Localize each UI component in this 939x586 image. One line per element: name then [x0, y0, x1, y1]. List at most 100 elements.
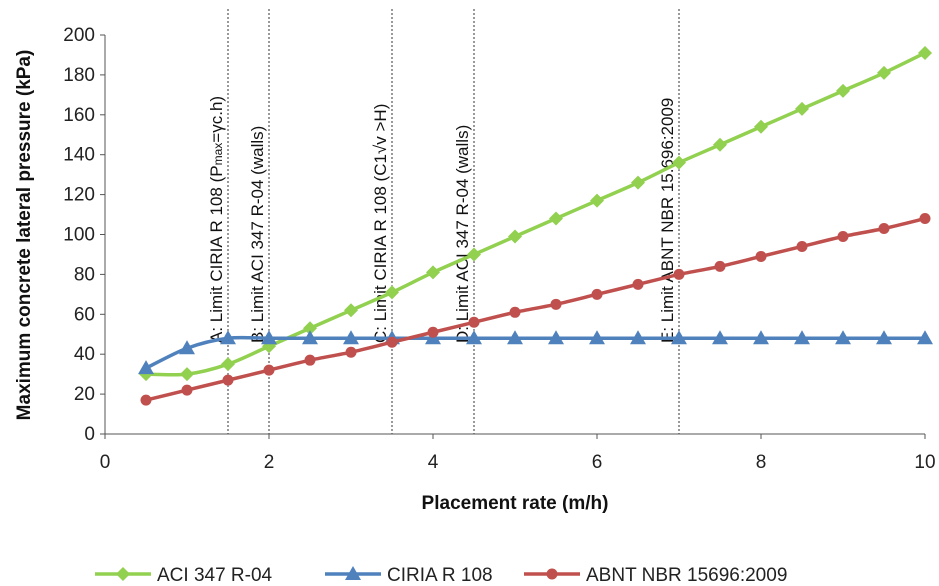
data-point [220, 330, 236, 345]
data-point [589, 330, 605, 345]
data-point [590, 193, 604, 208]
data-point [222, 374, 234, 386]
annotation-label-main: A: Limit CIRIA R 108 (P [207, 165, 226, 343]
y-tick-label: 20 [74, 384, 95, 405]
legend-label: ABNT NBR 15696:2009 [586, 565, 787, 586]
data-point [180, 367, 194, 382]
legend-item: ABNT NBR 15696:2009 [524, 565, 787, 586]
legend-label: ACI 347 R-04 [157, 565, 273, 586]
data-point [549, 211, 563, 226]
data-point [917, 330, 933, 345]
x-tick-label: 0 [100, 452, 111, 473]
data-point [304, 354, 316, 366]
data-point [181, 384, 193, 396]
series-layer [138, 45, 933, 406]
data-point [507, 330, 523, 345]
data-point [509, 306, 521, 318]
series-1 [138, 330, 933, 375]
data-point [796, 240, 808, 252]
y-tick-label: 200 [63, 25, 95, 46]
data-point [673, 268, 685, 280]
data-point [140, 394, 152, 406]
data-point [508, 229, 522, 244]
data-point [303, 321, 317, 336]
annotation-label-subscript: max [211, 143, 225, 166]
data-point [426, 265, 440, 280]
data-point [345, 346, 357, 358]
data-point [713, 137, 727, 152]
annotation-label: B: Limit ACI 347 R-04 (walls) [248, 126, 267, 343]
data-point [671, 330, 687, 345]
data-point [591, 288, 603, 300]
data-point [221, 357, 235, 372]
data-point [468, 316, 480, 328]
annotation-label-tail: =γc.h) [207, 96, 226, 143]
data-point [835, 330, 851, 345]
data-point [138, 360, 154, 375]
data-point [753, 330, 769, 345]
data-point [632, 278, 644, 290]
y-tick-label: 100 [63, 225, 95, 246]
data-point [263, 364, 275, 376]
annotation-lines: A: Limit CIRIA R 108 (Pmax=γc.h) B: Limit… [207, 9, 680, 434]
legend: ACI 347 R-04 CIRIA R 108 ABNT NBR 15696:20… [95, 565, 787, 586]
data-point [837, 230, 849, 242]
data-point [302, 330, 318, 345]
data-point [467, 247, 481, 262]
data-point [878, 223, 890, 235]
data-point [466, 330, 482, 345]
data-point [261, 330, 277, 345]
legend-item: CIRIA R 108 [325, 565, 493, 586]
y-tick-label: 0 [84, 424, 95, 445]
legend-item: ACI 347 R-04 [95, 565, 273, 586]
annotation-label: E: Limit ABNT NBR 15.696:2009 [658, 98, 677, 343]
ticks: 0 20 40 60 80 100 120 140 160 180 200 0 2 4 6 8 10 [63, 25, 935, 473]
y-tick-label: 120 [63, 185, 95, 206]
series-0 [139, 45, 932, 382]
data-point [550, 298, 562, 310]
data-point [631, 175, 645, 190]
data-point [754, 119, 768, 134]
data-point [794, 330, 810, 345]
x-tick-label: 4 [428, 452, 439, 473]
data-point [179, 340, 195, 355]
data-point [385, 285, 399, 300]
legend-swatch-marker [116, 567, 130, 581]
data-point [427, 326, 439, 338]
data-point [548, 330, 564, 345]
x-tick-label: 10 [914, 452, 935, 473]
y-tick-label: 140 [63, 145, 95, 166]
data-point [836, 83, 850, 98]
x-axis-title: Placement rate (m/h) [422, 493, 609, 514]
annotation-label: D: Limit ACI 347 R-04 (walls) [453, 125, 472, 343]
data-point [344, 303, 358, 318]
y-tick-label: 180 [63, 65, 95, 86]
data-point [755, 250, 767, 262]
data-point [712, 330, 728, 345]
data-point [919, 213, 931, 225]
y-tick-label: 160 [63, 105, 95, 126]
x-tick-label: 6 [592, 452, 603, 473]
data-point [795, 101, 809, 116]
y-axis-title: Maximum concrete lateral pressure (kPa) [14, 50, 35, 421]
data-point [630, 330, 646, 345]
legend-swatch-marker [345, 566, 361, 580]
data-point [672, 155, 686, 170]
y-tick-label: 40 [74, 344, 95, 365]
data-point [877, 65, 891, 80]
data-point [386, 336, 398, 348]
legend-swatch-marker [546, 568, 558, 580]
legend-label: CIRIA R 108 [387, 565, 493, 586]
x-tick-label: 8 [756, 452, 767, 473]
data-point [343, 330, 359, 345]
data-point [918, 45, 932, 60]
data-point [876, 330, 892, 345]
x-tick-label: 2 [264, 452, 275, 473]
y-tick-label: 60 [74, 304, 95, 325]
data-point [714, 260, 726, 272]
series-2 [140, 213, 931, 406]
annotation-label: C: Limit CIRIA R 108 (C1√v >H) [371, 104, 390, 343]
y-tick-label: 80 [74, 264, 95, 285]
annotation-label: A: Limit CIRIA R 108 (Pmax=γc.h) [207, 96, 226, 343]
